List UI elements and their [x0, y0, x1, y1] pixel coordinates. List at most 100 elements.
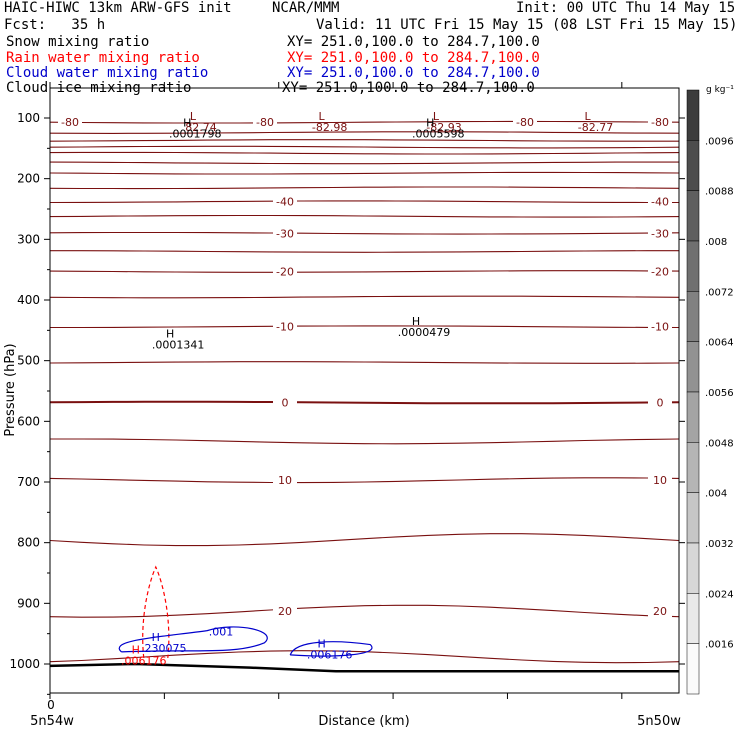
annotation-value-7: .0000479	[398, 326, 451, 339]
field-xy-snow: XY= 251.0,100.0 to 284.7,100.0	[287, 34, 540, 50]
contour-label-0: 0	[282, 397, 289, 410]
terrain	[49, 662, 679, 673]
y-tick-label-400: 400	[17, 293, 40, 307]
y-tick-label-200: 200	[17, 172, 40, 186]
annotation-value-5: .0005598	[412, 127, 465, 140]
y-tick-label-1000: 1000	[9, 657, 40, 671]
colorbar-swatch	[686, 190, 700, 242]
temp-contour-5	[50, 438, 680, 445]
colorbar-swatch	[686, 643, 700, 695]
colorbar-unit: g kg⁻¹	[706, 85, 734, 95]
colorbar-label: .0064	[705, 338, 734, 349]
temp-contour--40	[49, 200, 679, 204]
cloud-water-contour-2	[289, 641, 373, 657]
header-valid: Valid: 11 UTC Fri 15 May 15 (08 LST Fri …	[316, 17, 738, 33]
temp-contour--80	[49, 120, 680, 124]
y-tick-label-100: 100	[17, 111, 40, 125]
header-title: HAIC-HIWC 13km ARW-GFS init	[4, 0, 232, 16]
annotation-mark-6: H	[166, 328, 174, 341]
contour-label-bg	[58, 115, 82, 129]
colorbar-swatch	[686, 492, 700, 544]
header-init: Init: 00 UTC Thu 14 May 15	[516, 0, 736, 16]
colorbar-label: .0032	[705, 539, 734, 550]
colorbar-swatch	[686, 240, 700, 292]
contour-label-20: 20	[278, 605, 292, 618]
field-label-snow: Snow mixing ratio	[6, 34, 150, 50]
colorbar-label: .0072	[705, 287, 734, 298]
x-axis-title: Distance (km)	[318, 714, 409, 729]
contour-label-bg	[273, 319, 297, 333]
y-tick-label-900: 900	[17, 596, 40, 610]
header-fcst: Fcst: 35 h	[4, 17, 106, 33]
contour-label-bg	[648, 115, 672, 129]
contour-label-bg	[648, 473, 672, 487]
annotation-mark-4: H	[183, 116, 191, 129]
field-xy-cloud-water: XY= 251.0,100.0 to 284.7,100.0	[287, 65, 540, 81]
annotation-mark-1: L	[319, 110, 326, 123]
colorbar-label: .0056	[705, 388, 734, 399]
colorbar-label: .0096	[705, 136, 734, 147]
contour-label-bg	[648, 226, 672, 240]
contour-label-bg	[273, 473, 297, 487]
x-end-label-right: 5n50w	[637, 714, 681, 729]
contour-label--80: -80	[651, 116, 669, 129]
annotation-value-9: .006176	[121, 655, 167, 668]
colorbar-label: .0048	[705, 438, 734, 449]
annotation-mark-0: L	[190, 110, 197, 123]
annotation-value-10: .006176	[307, 649, 353, 662]
colorbar-swatch	[686, 89, 700, 141]
colorbar-swatch	[686, 391, 700, 443]
contour-label-bg	[253, 115, 277, 129]
contour-label-bg	[648, 395, 672, 409]
colorbar-swatch	[686, 442, 700, 493]
field-xy-rain: XY= 251.0,100.0 to 284.7,100.0	[287, 50, 540, 66]
temp-contour--45	[49, 186, 680, 190]
annotation-value-0: 82.74	[185, 121, 217, 134]
colorbar-label: .004	[705, 489, 727, 500]
contour-label--40: -40	[276, 196, 294, 209]
contour-label--40: -40	[651, 196, 669, 209]
annotation-mark-5: H	[426, 116, 434, 129]
temp-contour--50	[49, 171, 680, 175]
annotation-value-6: .0001341	[152, 339, 205, 352]
contour-label--10: -10	[276, 321, 294, 334]
colorbar-swatch	[686, 140, 700, 191]
colorbar: .0096 .0088 .008 .0072 .0064 .0056 .0048 .004 .0…	[686, 85, 734, 695]
y-tick-label-800: 800	[17, 536, 40, 550]
annotation-mark-2: L	[433, 110, 440, 123]
temp-contour--20	[49, 270, 680, 273]
contour-label--80: -80	[256, 116, 274, 129]
annotation-mark-10: H	[317, 638, 325, 651]
rain-contour	[142, 565, 170, 658]
terrain-line	[49, 662, 679, 673]
y-tick-label-300: 300	[17, 232, 40, 246]
contour-label-10: 10	[653, 474, 667, 487]
header-org: NCAR/MMM	[272, 0, 340, 16]
temp-contour-10	[49, 477, 680, 484]
contour-label--10: -10	[651, 321, 669, 334]
temp-contour--25	[50, 250, 679, 253]
contour-label-0: 0	[657, 397, 664, 410]
temp-contour--10	[50, 325, 680, 329]
temp-contour--60	[49, 151, 680, 155]
contour-label--20: -20	[276, 265, 294, 278]
annotation-mark-3: L	[584, 110, 591, 123]
temp-contour-0	[49, 400, 680, 405]
colorbar-label: .008	[705, 237, 727, 248]
colorbar-swatch	[686, 341, 700, 393]
temp-contour--75	[49, 131, 680, 134]
annotation-mark-7: H	[412, 315, 420, 328]
temp-contour-20	[49, 604, 680, 618]
contour-label--80: -80	[516, 116, 534, 129]
field-label-cloud-water: Cloud water mixing ratio	[6, 65, 209, 81]
contour-label--30: -30	[651, 227, 669, 240]
colorbar-label: .0088	[705, 187, 734, 198]
contour-label-bg	[273, 604, 297, 618]
annotation-mark-9: H	[132, 644, 140, 657]
colorbar-swatch	[686, 593, 700, 644]
field-label-rain: Rain water mixing ratio	[6, 50, 200, 66]
contour-label-10: 10	[278, 474, 292, 487]
y-axis-title: Pressure (hPa)	[3, 343, 18, 436]
y-tick-label-700: 700	[17, 475, 40, 489]
